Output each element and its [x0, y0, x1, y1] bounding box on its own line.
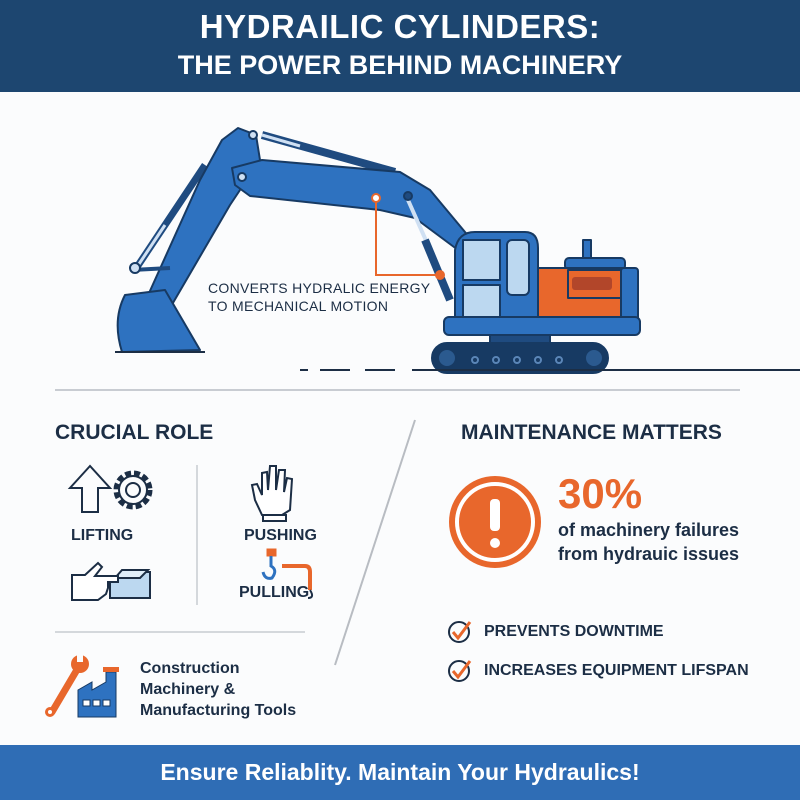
footer-text: Ensure Reliablity. Maintain Your Hydraul…: [160, 759, 640, 785]
applications-text: Construction Machinery & Manufacturing T…: [140, 658, 296, 721]
check-icon: [448, 621, 472, 643]
ground-line: [115, 351, 800, 371]
stat-caption-line-2: from hydrauic issues: [558, 544, 740, 564]
page-subtitle: THE POWER BEHIND MACHINERY: [177, 50, 623, 80]
arrow-up-gear-icon: [67, 464, 153, 513]
footer-banner: Ensure Reliablity. Maintain Your Hydraul…: [0, 745, 800, 800]
illustration-canvas: [45, 127, 800, 718]
applications-line-3: Manufacturing Tools: [140, 702, 297, 719]
annotation-line-1: CONVERTS HYDRALIC ENERGY: [208, 280, 431, 296]
excavator-bucket: [116, 289, 201, 353]
applications-line-2: Machinery &: [140, 681, 236, 698]
applications-line-1: Construction: [140, 660, 240, 677]
pulling-label: PULLING: [239, 584, 310, 601]
hand-icon: [250, 465, 294, 522]
hook-icon: [261, 548, 314, 599]
hand-push-box-icon: [71, 561, 151, 601]
header-banner: HYDRAILIC CYLINDERS: THE POWER BEHIND MA…: [0, 0, 800, 92]
check-item-lifespan: INCREASES EQUIPMENT LIFSPAN: [484, 662, 749, 679]
stat-value: 30%: [558, 470, 643, 517]
stat-caption: of machinery failures from hydrauic issu…: [558, 518, 739, 566]
stat-caption-line-1: of machinery failures: [558, 520, 740, 540]
check-icon: [448, 660, 472, 682]
slant-divider: [334, 419, 416, 666]
lifting-label: LIFTING: [71, 527, 134, 544]
wrench-factory-icon: [45, 652, 119, 718]
excavator-boom: [231, 159, 471, 251]
maintenance-title: MAINTENANCE MATTERS: [461, 421, 722, 444]
crucial-role-title: CRUCIAL ROLE: [55, 421, 214, 444]
pushing-label: PUSHING: [244, 527, 317, 544]
page-title: HYDRAILIC CYLINDERS:: [199, 8, 601, 45]
annotation-pointer: [371, 193, 445, 280]
alert-icon: [449, 476, 541, 568]
check-item-downtime: PREVENTS DOWNTIME: [484, 623, 664, 640]
hero-annotation: CONVERTS HYDRALIC ENERGY TO MECHANICAL M…: [208, 279, 430, 315]
annotation-line-2: TO MECHANICAL MOTION: [208, 298, 389, 314]
excavator-illustration: [116, 127, 641, 374]
